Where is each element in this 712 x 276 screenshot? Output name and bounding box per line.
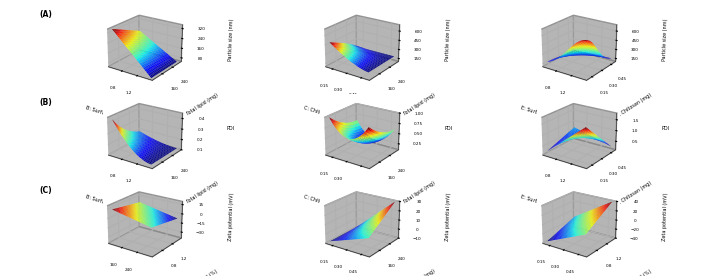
Text: (B): (B): [39, 98, 52, 107]
Y-axis label: B: Surfactant (%): B: Surfactant (%): [180, 269, 219, 276]
Y-axis label: B: Surfactant (%): B: Surfactant (%): [614, 269, 653, 276]
Y-axis label: A: Total lipid (mg): A: Total lipid (mg): [397, 180, 436, 208]
Y-axis label: C: Chitosan (mg): C: Chitosan (mg): [615, 92, 652, 119]
X-axis label: C: Chitosan (mg): C: Chitosan (mg): [303, 106, 344, 123]
X-axis label: E: Surfactant (%): E: Surfactant (%): [520, 105, 561, 123]
Text: (C): (C): [39, 186, 52, 195]
Text: (A): (A): [39, 10, 52, 19]
Y-axis label: C: Chitosan (mg): C: Chitosan (mg): [615, 181, 652, 208]
Y-axis label: A: Total lipid (mg): A: Total lipid (mg): [397, 92, 436, 120]
Y-axis label: A: Total lipid (mg): A: Total lipid (mg): [180, 92, 219, 120]
X-axis label: B: Surfactant (%): B: Surfactant (%): [85, 105, 127, 123]
Y-axis label: A: Total lipid (mg): A: Total lipid (mg): [180, 180, 219, 208]
X-axis label: E: Surfactant (%): E: Surfactant (%): [520, 194, 561, 211]
X-axis label: B: Surfactant (%): B: Surfactant (%): [85, 194, 127, 211]
Y-axis label: A: Total lipid (mg): A: Total lipid (mg): [397, 269, 436, 276]
X-axis label: C: Chitosan (mg): C: Chitosan (mg): [303, 194, 344, 211]
